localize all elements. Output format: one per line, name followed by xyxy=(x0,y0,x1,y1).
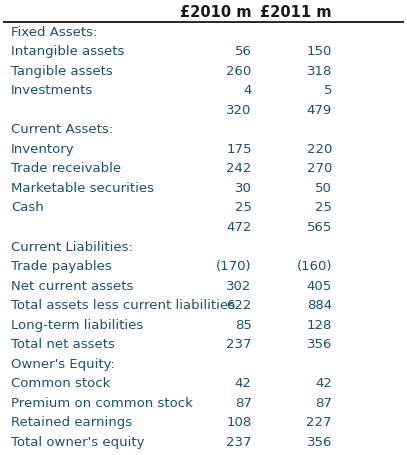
Text: 472: 472 xyxy=(226,221,252,234)
Text: 479: 479 xyxy=(307,104,332,117)
Text: 25: 25 xyxy=(315,202,332,214)
Text: Inventory: Inventory xyxy=(11,143,74,156)
Text: 302: 302 xyxy=(226,280,252,293)
Text: Cash: Cash xyxy=(11,202,44,214)
Text: Intangible assets: Intangible assets xyxy=(11,45,124,58)
Text: 42: 42 xyxy=(235,377,252,390)
Text: 87: 87 xyxy=(235,397,252,410)
Text: 622: 622 xyxy=(226,299,252,312)
Text: Total net assets: Total net assets xyxy=(11,338,115,351)
Text: 260: 260 xyxy=(226,65,252,78)
Text: 42: 42 xyxy=(315,377,332,390)
Text: 237: 237 xyxy=(226,338,252,351)
Text: Premium on common stock: Premium on common stock xyxy=(11,397,193,410)
Text: Owner's Equity:: Owner's Equity: xyxy=(11,358,115,371)
Text: (170): (170) xyxy=(216,260,252,273)
Text: 220: 220 xyxy=(306,143,332,156)
Text: (160): (160) xyxy=(296,260,332,273)
Text: Common stock: Common stock xyxy=(11,377,110,390)
Text: Fixed Assets:: Fixed Assets: xyxy=(11,25,97,39)
Text: 237: 237 xyxy=(226,436,252,449)
Text: Current Assets:: Current Assets: xyxy=(11,123,113,136)
Text: £2011 m: £2011 m xyxy=(260,5,332,20)
Text: 242: 242 xyxy=(226,162,252,175)
Text: Long-term liabilities: Long-term liabilities xyxy=(11,318,143,332)
Text: Investments: Investments xyxy=(11,84,93,97)
Text: 356: 356 xyxy=(306,338,332,351)
Text: 320: 320 xyxy=(226,104,252,117)
Text: Trade payables: Trade payables xyxy=(11,260,112,273)
Text: 56: 56 xyxy=(235,45,252,58)
Text: 884: 884 xyxy=(307,299,332,312)
Text: 87: 87 xyxy=(315,397,332,410)
Text: 175: 175 xyxy=(226,143,252,156)
Text: 150: 150 xyxy=(306,45,332,58)
Text: 50: 50 xyxy=(315,182,332,195)
Text: 318: 318 xyxy=(306,65,332,78)
Text: Tangible assets: Tangible assets xyxy=(11,65,113,78)
Text: 405: 405 xyxy=(307,280,332,293)
Text: £2010 m: £2010 m xyxy=(180,5,252,20)
Text: Current Liabilities:: Current Liabilities: xyxy=(11,241,133,253)
Text: 565: 565 xyxy=(306,221,332,234)
Text: Total assets less current liabilities: Total assets less current liabilities xyxy=(11,299,235,312)
Text: 356: 356 xyxy=(306,436,332,449)
Text: 270: 270 xyxy=(306,162,332,175)
Text: 30: 30 xyxy=(235,182,252,195)
Text: Retained earnings: Retained earnings xyxy=(11,416,132,430)
Text: 25: 25 xyxy=(235,202,252,214)
Text: Total owner's equity: Total owner's equity xyxy=(11,436,144,449)
Text: 108: 108 xyxy=(226,416,252,430)
Text: 5: 5 xyxy=(324,84,332,97)
Text: Marketable securities: Marketable securities xyxy=(11,182,154,195)
Text: 128: 128 xyxy=(306,318,332,332)
Text: 85: 85 xyxy=(235,318,252,332)
Text: Net current assets: Net current assets xyxy=(11,280,133,293)
Text: 227: 227 xyxy=(306,416,332,430)
Text: 4: 4 xyxy=(243,84,252,97)
Text: Trade receivable: Trade receivable xyxy=(11,162,121,175)
